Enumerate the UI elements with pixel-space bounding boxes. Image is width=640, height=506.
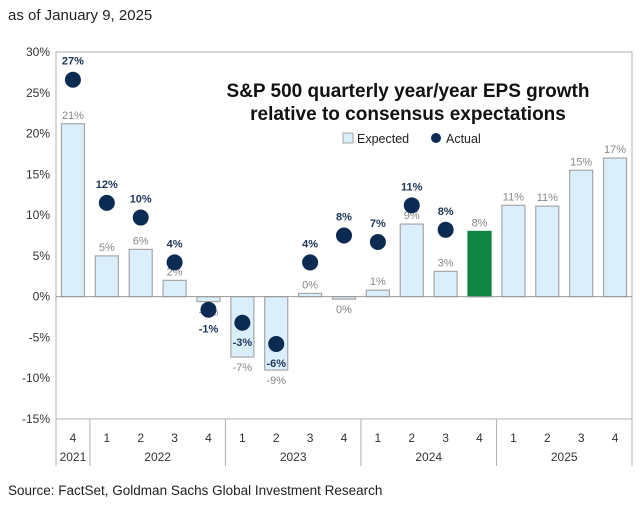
x-tick-quarter: 4 [612, 431, 619, 445]
expected-data-label: 5% [99, 242, 115, 254]
actual-dot [336, 227, 352, 244]
expected-bar [196, 296, 221, 303]
expected-data-label: 15% [570, 156, 592, 168]
x-tick-quarter: 1 [103, 431, 110, 445]
chart-title-line-2: relative to consensus expectations [250, 104, 566, 125]
actual-data-label: 11% [401, 181, 423, 193]
actual-data-label: 8% [336, 212, 352, 224]
expected-bar [128, 248, 153, 298]
actual-data-label: 7% [370, 218, 386, 230]
expected-data-label: 1% [370, 276, 386, 288]
expected-data-label: 17% [604, 144, 626, 156]
expected-data-label: 9% [404, 210, 420, 222]
actual-dot [200, 301, 217, 318]
y-tick-label: 10% [26, 208, 50, 222]
source-note: Source: FactSet, Goldman Sachs Global In… [8, 483, 382, 498]
expected-bars: 21%5%6%2%-1%-7%-9%0%0%1%9%3%8%11%11%15%1… [60, 110, 628, 387]
expected-bar [501, 204, 526, 298]
expected-bar [399, 223, 424, 298]
actual-dot [369, 234, 386, 251]
actual-dot [234, 314, 251, 331]
legend-actual-dot [431, 133, 441, 143]
actual-dot [98, 194, 115, 211]
y-tick-label: 25% [26, 86, 50, 100]
x-tick-quarter: 2 [544, 431, 551, 445]
expected-data-label: 0% [302, 279, 318, 291]
chart-title-line-1: S&P 500 quarterly year/year EPS growth [227, 81, 590, 102]
actual-dot [403, 197, 420, 214]
legend-actual-label: Actual [446, 132, 481, 146]
expected-data-label: -9% [266, 375, 286, 387]
plot-frame [55, 51, 633, 420]
x-tick-year: 2023 [280, 450, 307, 464]
y-tick-label: -15% [22, 412, 50, 426]
y-tick-label: 15% [26, 167, 50, 181]
actual-dot [437, 221, 454, 238]
expected-bar [535, 205, 560, 298]
legend: Expected Actual [342, 132, 481, 146]
x-tick-year: 2021 [60, 450, 87, 464]
expected-bar [602, 157, 628, 298]
actual-dot [132, 209, 149, 226]
expected-bar [60, 123, 86, 298]
expected-data-label: 21% [62, 110, 84, 122]
y-axis: -15% -10% -5% 0% 5% 10% 15% 20% 25% 30% [22, 45, 50, 426]
x-tick-quarter: 4 [70, 431, 77, 445]
x-tick-year: 2022 [144, 450, 171, 464]
x-tick-quarter: 2 [273, 431, 280, 445]
actual-dot [64, 71, 81, 88]
x-axis: 4 1 2 3 4 1 2 3 4 1 2 3 4 1 2 3 4 2021 2022 2023 2024 2025 [55, 419, 633, 466]
x-tick-quarter: 4 [341, 431, 348, 445]
actual-data-label: -6% [266, 358, 286, 370]
y-tick-label: 30% [26, 45, 50, 59]
expected-data-label: 3% [438, 257, 454, 269]
expected-bar [433, 270, 458, 298]
subtitle: as of January 9, 2025 [8, 7, 152, 24]
y-tick-label: -5% [29, 330, 51, 344]
legend-expected-swatch [342, 132, 354, 144]
x-tick-quarter: 1 [510, 431, 517, 445]
expected-data-label: 6% [133, 235, 149, 247]
actual-dot [302, 254, 319, 271]
x-tick-year: 2025 [551, 450, 578, 464]
actual-dot [166, 254, 183, 271]
actual-data-label: 27% [62, 56, 84, 68]
x-tick-quarter: 3 [578, 431, 585, 445]
expected-bar [365, 289, 391, 298]
expected-data-label: 0% [336, 304, 352, 316]
expected-data-label: 11% [537, 192, 558, 204]
actual-dots: 27% 12% 10% 4% -1% -3% -6% 4% 8% 7% 11% 8% [62, 56, 454, 370]
expected-data-label: 11% [503, 191, 524, 203]
legend-expected-label: Expected [357, 132, 409, 146]
x-tick-quarter: 4 [205, 431, 212, 445]
expected-data-label: -7% [233, 362, 253, 374]
expected-data-label: 8% [472, 217, 488, 229]
y-tick-label: 20% [26, 127, 50, 141]
actual-data-label: 10% [130, 194, 152, 206]
y-tick-label: 0% [33, 290, 51, 304]
actual-data-label: 4% [167, 238, 183, 250]
y-tick-label: -10% [22, 371, 50, 385]
actual-data-label: -3% [233, 337, 253, 349]
actual-data-label: 4% [302, 238, 318, 250]
x-tick-quarter: 2 [137, 431, 144, 445]
actual-data-label: -1% [199, 324, 219, 336]
x-tick-quarter: 2 [408, 431, 415, 445]
actual-data-label: 8% [438, 206, 454, 218]
x-tick-quarter: 3 [307, 431, 314, 445]
x-tick-quarter: 3 [171, 431, 178, 445]
expected-bar [162, 279, 187, 298]
x-tick-quarter: 1 [375, 431, 382, 445]
x-tick-quarter: 3 [442, 431, 449, 445]
x-tick-quarter: 1 [239, 431, 246, 445]
actual-data-label: 12% [96, 179, 118, 191]
x-tick-quarter: 4 [476, 431, 483, 445]
expected-bar [467, 230, 492, 298]
x-tick-year: 2024 [415, 450, 442, 464]
y-tick-label: 5% [33, 249, 51, 263]
expected-bar [569, 169, 594, 298]
actual-dot [268, 335, 285, 352]
expected-bar [94, 255, 119, 298]
